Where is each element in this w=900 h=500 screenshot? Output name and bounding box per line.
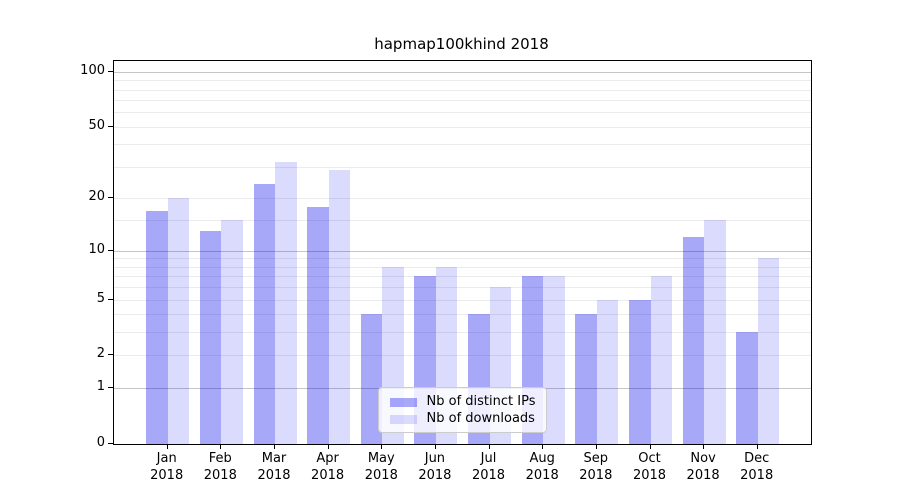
x-tick-label-dec: Dec 2018 [740, 451, 774, 483]
x-tick-label-nov: Nov 2018 [686, 451, 720, 483]
y-tick-label-10: 10 [88, 241, 105, 257]
y-tick-mark-1 [108, 387, 113, 389]
gridline-40 [114, 144, 811, 146]
x-tick-mark-jan [166, 444, 168, 449]
bar-oct-distinct-ips [629, 299, 651, 444]
legend-item-distinct-ips: Nb of distinct IPs [389, 394, 536, 410]
y-tick-label-20: 20 [88, 189, 105, 205]
gridline-90 [114, 80, 811, 82]
gridline-70 [114, 100, 811, 102]
x-tick-mark-aug [542, 444, 544, 449]
x-tick-mark-oct [649, 444, 651, 449]
x-tick-mark-may [381, 444, 383, 449]
x-tick-label-sep: Sep 2018 [579, 451, 613, 483]
bar-jan-downloads [167, 198, 190, 444]
x-tick-label-apr: Apr 2018 [311, 451, 345, 483]
grid-layer [114, 61, 811, 444]
gridline-50 [114, 126, 811, 128]
legend-label-distinct-ips: Nb of distinct IPs [426, 394, 536, 409]
y-tick-mark-20 [108, 197, 113, 199]
bar-mar-distinct-ips [253, 184, 275, 444]
bar-apr-downloads [328, 169, 351, 444]
bar-mar-downloads [275, 161, 297, 444]
gridline-2 [114, 355, 811, 357]
y-tick-mark-50 [108, 125, 113, 127]
gridline-7 [114, 276, 811, 278]
bar-sep-downloads [596, 299, 619, 444]
gridline-8 [114, 266, 811, 268]
y-tick-label-50: 50 [88, 117, 105, 133]
legend: Nb of distinct IPs Nb of downloads [377, 387, 548, 433]
gridline-9 [114, 258, 811, 260]
gridline-5 [114, 299, 811, 301]
y-tick-mark-0 [108, 443, 113, 444]
bar-feb-distinct-ips [199, 231, 222, 444]
legend-label-downloads: Nb of downloads [426, 411, 535, 426]
gridline-10 [114, 250, 811, 252]
y-tick-mark-2 [108, 354, 113, 356]
gridline-20 [114, 198, 811, 200]
gridline-60 [114, 112, 811, 114]
x-tick-label-jun: Jun 2018 [418, 451, 452, 483]
x-tick-label-feb: Feb 2018 [203, 451, 237, 483]
y-tick-label-0: 0 [96, 435, 105, 450]
x-tick-mark-apr [327, 444, 329, 449]
bar-feb-downloads [221, 220, 243, 444]
x-tick-mark-jul [488, 444, 490, 449]
y-tick-mark-100 [108, 70, 113, 72]
x-tick-mark-jun [434, 444, 436, 449]
x-tick-mark-feb [220, 444, 222, 449]
gridline-15 [114, 220, 811, 222]
x-tick-label-aug: Aug 2018 [525, 451, 559, 483]
x-tick-label-jul: Jul 2018 [471, 451, 506, 483]
bar-sep-distinct-ips [575, 314, 597, 444]
gridline-3 [114, 332, 811, 334]
gridline-100 [114, 71, 811, 73]
bar-jan-distinct-ips [146, 210, 168, 444]
legend-item-downloads: Nb of downloads [389, 411, 536, 427]
y-tick-label-100: 100 [80, 62, 105, 78]
y-tick-label-5: 5 [96, 290, 105, 306]
y-tick-label-1: 1 [96, 379, 105, 395]
x-tick-mark-dec [756, 444, 758, 449]
y-tick-mark-5 [108, 298, 113, 300]
gridline-6 [114, 287, 811, 288]
gridline-80 [114, 89, 811, 91]
x-tick-label-mar: Mar 2018 [257, 451, 291, 483]
bar-dec-downloads [757, 258, 780, 444]
legend-swatch-distinct-ips [389, 397, 417, 407]
legend-swatch-downloads [389, 414, 417, 424]
plot-area: Nb of distinct IPs Nb of downloads [113, 60, 812, 445]
gridline-30 [114, 167, 811, 168]
x-tick-mark-nov [703, 444, 705, 449]
y-tick-mark-10 [108, 249, 113, 251]
gridline-4 [114, 314, 811, 316]
x-tick-label-jan: Jan 2018 [150, 451, 184, 483]
x-tick-mark-sep [595, 444, 597, 449]
x-tick-mark-mar [274, 444, 275, 449]
x-tick-label-may: May 2018 [364, 451, 398, 483]
bar-nov-downloads [704, 220, 726, 444]
bar-oct-downloads [650, 276, 672, 444]
bar-apr-distinct-ips [307, 206, 329, 444]
chart-title: hapmap100khind 2018 [374, 35, 549, 53]
bar-nov-distinct-ips [682, 237, 705, 444]
y-tick-label-2: 2 [96, 346, 105, 362]
bar-may-distinct-ips [360, 314, 383, 444]
bar-aug-downloads [543, 276, 565, 444]
x-tick-label-oct: Oct 2018 [632, 451, 667, 483]
bar-dec-distinct-ips [736, 332, 758, 444]
